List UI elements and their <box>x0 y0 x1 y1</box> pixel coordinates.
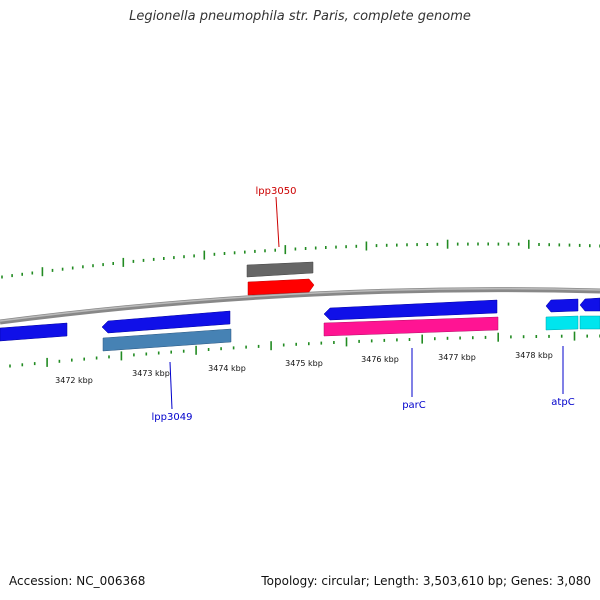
inner-tick-row <box>9 331 600 368</box>
accession-text: Accession: NC_006368 <box>9 574 146 588</box>
kbp-label-3472: 3472 kbp <box>55 376 93 385</box>
gene-label-lpp3049[interactable]: lpp3049 <box>152 412 193 423</box>
cds-atpC-arrow-2[interactable] <box>579 297 600 312</box>
kbp-label-3476: 3476 kbp <box>361 355 399 364</box>
gene-label-atpC[interactable]: atpC <box>551 397 574 408</box>
gene-label-lpp3050[interactable]: lpp3050 <box>256 186 297 197</box>
lpp3050-leader-line <box>275 196 280 248</box>
kbp-label-3478: 3478 kbp <box>515 351 553 360</box>
kbp-label-3475: 3475 kbp <box>285 359 323 368</box>
outer-tick-row <box>1 239 600 279</box>
kbp-label-3473: 3473 kbp <box>132 369 170 378</box>
kbp-label-3474: 3474 kbp <box>208 364 246 373</box>
kbp-label-3477: 3477 kbp <box>438 353 476 362</box>
gene-lpp3050-arrow[interactable] <box>247 278 315 296</box>
lpp3049-leader-line <box>169 361 173 410</box>
gene-label-parC[interactable]: parC <box>402 400 426 411</box>
cds-left-edge[interactable] <box>0 322 68 342</box>
gene-atpC-bar-2[interactable] <box>579 315 600 330</box>
gene-lpp3050-gray[interactable] <box>246 261 314 278</box>
genome-backbone-highlight <box>0 287 600 322</box>
map-title: Legionella pneumophila str. Paris, compl… <box>129 9 471 24</box>
gene-atpC-bar-1[interactable] <box>545 315 579 331</box>
cds-atpC-arrow-1[interactable] <box>545 298 579 313</box>
cds-parC-arrow[interactable] <box>323 299 498 321</box>
cds-lpp3049-arrow[interactable] <box>101 310 231 334</box>
topology-summary-text: Topology: circular; Length: 3,503,610 bp… <box>261 574 591 588</box>
gene-lpp3049-bar[interactable] <box>102 328 232 352</box>
genome-backbone <box>0 287 600 325</box>
gene-parC-bar[interactable] <box>323 316 499 337</box>
